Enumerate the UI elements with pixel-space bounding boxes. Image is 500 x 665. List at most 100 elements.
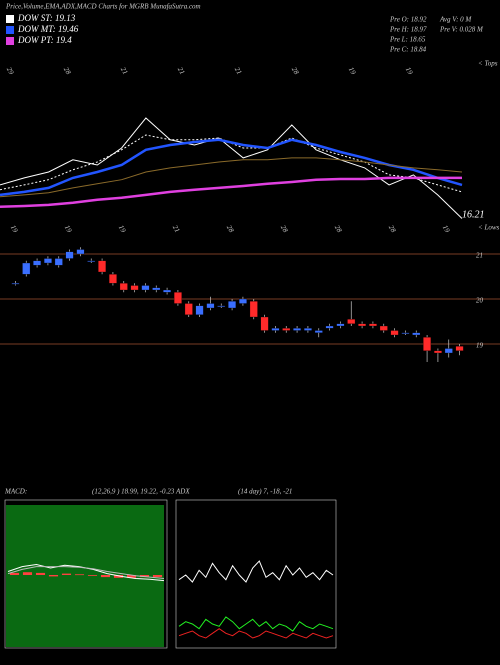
annotation: Avg V: 0 M [439, 16, 472, 24]
candle-body [358, 323, 367, 327]
chart-title: ADX [175, 488, 190, 496]
candle-body [412, 332, 421, 336]
candle-body [390, 330, 399, 336]
candle-body [152, 287, 161, 291]
candle-body [141, 285, 150, 291]
candle-body [98, 260, 107, 273]
date-label: 28 [290, 66, 301, 76]
candle-body [249, 301, 258, 318]
date-label: 28 [62, 66, 73, 76]
candle-body [336, 323, 345, 327]
adx-frame [175, 499, 337, 649]
chart-subtitle: (12,26,9 ) 18.99, 19.22, -0.23 [92, 488, 175, 496]
annotation: 16.21 [462, 209, 485, 220]
legend-label: DOW ST: 19.13 [17, 13, 76, 23]
annotation: Pre C: 18.84 [389, 46, 427, 54]
candle-body [163, 289, 172, 293]
date-label: 21 [176, 66, 186, 76]
legend-label: DOW MT: 19.46 [17, 24, 79, 34]
candle-body [303, 328, 312, 331]
series-line [0, 138, 463, 197]
candle-body [87, 260, 96, 262]
series-line [178, 628, 334, 639]
candle-body [228, 301, 237, 309]
candle-body [368, 323, 377, 327]
series-line [7, 566, 165, 579]
candle-body [314, 330, 323, 333]
candle-body [65, 251, 74, 259]
histogram-bar [139, 575, 150, 578]
date-label: 29 [5, 66, 16, 76]
y-tick-label: 19 [476, 342, 484, 350]
date-label: 19 [347, 66, 358, 76]
candle-body [423, 337, 432, 351]
histogram-bar [87, 575, 98, 576]
histogram-bar [22, 572, 33, 575]
series-line [0, 117, 463, 219]
candle-body [195, 305, 204, 315]
candle-body [444, 348, 453, 354]
candle-body [206, 303, 215, 309]
chart-title: Price,Volume,EMA,ADX,MACD Charts for MGR… [5, 3, 201, 11]
date-label: 21 [233, 66, 243, 76]
candle-body [347, 319, 356, 324]
date-label: 28 [279, 224, 290, 234]
candle-body [325, 325, 334, 329]
legend-swatch [6, 26, 14, 34]
candle-body [217, 305, 226, 307]
date-label: 28 [333, 224, 344, 234]
candle-body [22, 262, 31, 275]
chart-subtitle: (14 day) 7, -18, -21 [238, 488, 292, 496]
candle-body [293, 328, 302, 331]
candle-body [401, 332, 410, 334]
histogram-bar [61, 573, 72, 575]
date-label: 19 [63, 224, 74, 234]
candle-body [282, 328, 291, 331]
candle-body [173, 292, 182, 304]
histogram-bar [100, 575, 111, 578]
candle-body [76, 249, 85, 255]
histogram-bar [113, 575, 124, 578]
series-line [0, 157, 463, 198]
candle-body [130, 285, 139, 291]
legend-swatch [6, 15, 14, 23]
candle-body [271, 328, 280, 331]
histogram-bar [152, 575, 163, 578]
candle-body [119, 283, 128, 291]
annotation: Pre V: 0.028 M [439, 26, 484, 34]
candle-body [54, 258, 63, 266]
series-line [0, 176, 462, 208]
annotation: Pre O: 18.92 [389, 16, 427, 24]
y-tick-label: 20 [476, 297, 484, 305]
date-label: 19 [441, 224, 452, 234]
histogram-bar [126, 575, 137, 578]
candle-body [184, 303, 193, 315]
date-label: 19 [404, 66, 415, 76]
series-line [178, 616, 334, 632]
histogram-bar [35, 572, 46, 575]
date-label: 21 [119, 66, 129, 76]
date-label: 28 [225, 224, 236, 234]
macd-frame [4, 499, 168, 649]
date-label: 19 [117, 224, 128, 234]
histogram-bar [48, 575, 59, 577]
histogram-bar [9, 572, 20, 575]
candle-body [260, 316, 269, 331]
candle-body [108, 274, 117, 284]
candle-body [43, 258, 52, 264]
histogram-bar [74, 574, 85, 576]
series-line [0, 134, 463, 193]
candle-body [379, 325, 388, 331]
date-label: 19 [9, 224, 20, 234]
date-label: 21 [171, 224, 181, 234]
chart-title: MACD: [4, 488, 27, 496]
annotation: < Lows [478, 224, 500, 232]
candle-body [455, 346, 464, 351]
candle-body [33, 260, 42, 266]
annotation: < Tops [478, 60, 498, 68]
candle-body [433, 350, 442, 354]
annotation: Pre L: 18.65 [389, 36, 426, 44]
candle-body [11, 283, 20, 285]
legend-swatch [6, 37, 14, 45]
